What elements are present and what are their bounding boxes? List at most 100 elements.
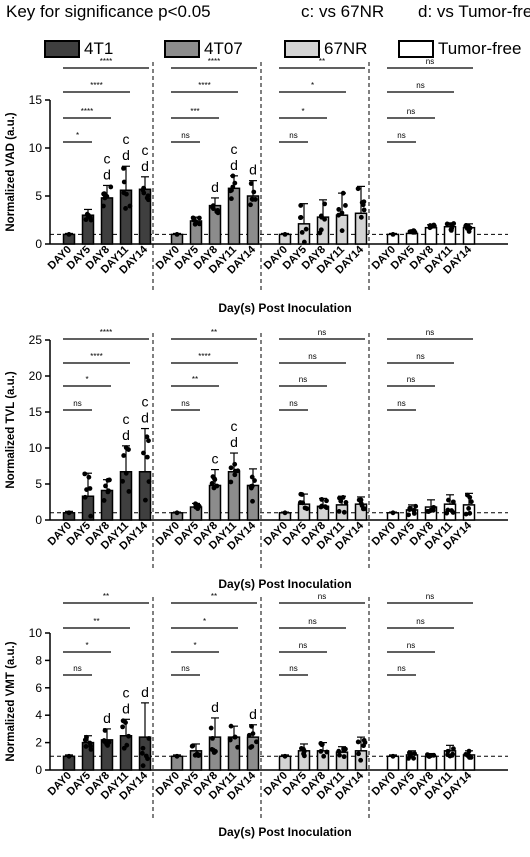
y-tick-label: 0: [35, 513, 42, 527]
data-point: [252, 478, 257, 483]
significance-label: ns: [426, 328, 434, 337]
data-point: [146, 479, 152, 485]
data-point: [82, 471, 88, 477]
bar-4t07-day11: [227, 471, 241, 521]
data-point: [228, 465, 234, 471]
significance-label: ****: [100, 57, 112, 66]
legend-key-title: Key for significance p<0.05: [6, 2, 211, 21]
significance-label: **: [211, 592, 217, 601]
data-point: [193, 504, 199, 510]
data-point: [356, 751, 361, 757]
significance-label: ****: [81, 107, 93, 116]
data-point: [126, 733, 132, 739]
data-point: [209, 481, 215, 486]
data-point: [254, 739, 259, 745]
data-point: [66, 753, 72, 759]
bar-4t1-day11: [119, 189, 133, 245]
data-point: [232, 180, 238, 186]
data-point: [324, 749, 330, 755]
data-point: [228, 196, 234, 202]
significance-label: ns: [73, 399, 81, 408]
data-point: [101, 738, 107, 743]
legend-d-note: d: vs Tumor-free: [418, 2, 530, 21]
data-point: [139, 750, 145, 756]
data-point: [301, 239, 307, 245]
data-point: [322, 216, 327, 222]
data-point: [86, 474, 92, 480]
data-point: [467, 510, 473, 516]
data-point: [339, 228, 345, 234]
data-point: [445, 752, 451, 758]
legend-swatch-67nr: [284, 40, 320, 58]
y-axis-label: Normalized TVL (a.u.): [5, 371, 17, 489]
significance-label: ns: [407, 107, 415, 116]
data-point: [101, 203, 106, 209]
data-point: [359, 503, 365, 509]
significance-letter: d: [249, 706, 257, 722]
significance-letter: d: [249, 162, 257, 178]
significance-label: ****: [90, 81, 102, 90]
significance-label: ns: [181, 131, 189, 140]
data-point: [319, 497, 325, 502]
data-point: [120, 724, 126, 730]
significance-letter: d: [211, 179, 219, 195]
bar-tumor-free-day8: [424, 226, 438, 245]
data-point: [299, 746, 304, 751]
data-point: [105, 489, 111, 495]
significance-letter: c: [123, 411, 130, 427]
y-tick-label: 4: [35, 708, 42, 722]
data-point: [228, 479, 234, 485]
legend-label-4t1: 4T1: [84, 39, 114, 58]
data-point: [303, 226, 309, 232]
significance-label: *: [193, 641, 196, 650]
data-point: [227, 737, 233, 743]
data-point: [412, 229, 418, 235]
data-point: [426, 509, 432, 515]
significance-label: ns: [299, 375, 307, 384]
data-point: [174, 232, 180, 237]
data-point: [321, 753, 327, 759]
data-point: [232, 734, 238, 740]
significance-label: **: [211, 328, 217, 337]
significance-label: ****: [198, 352, 210, 361]
y-tick-label: 5: [35, 189, 42, 203]
data-point: [104, 194, 110, 199]
significance-label: ns: [426, 592, 434, 601]
data-point: [340, 495, 346, 500]
data-point: [88, 747, 94, 752]
data-point: [356, 497, 362, 503]
y-tick-label: 15: [29, 405, 43, 419]
data-point: [337, 752, 342, 758]
data-point: [124, 742, 130, 748]
data-point: [282, 232, 288, 237]
data-point: [66, 510, 72, 516]
data-point: [105, 477, 111, 483]
significance-label: ***: [190, 107, 199, 116]
data-point: [468, 499, 474, 505]
data-point: [411, 511, 417, 516]
data-point: [343, 746, 348, 752]
significance-letter: d: [103, 166, 111, 182]
y-tick-label: 2: [35, 736, 42, 750]
data-point: [466, 748, 472, 754]
data-point: [121, 179, 127, 185]
data-point: [209, 747, 215, 752]
data-point: [406, 512, 411, 518]
significance-label: *: [85, 641, 88, 650]
data-point: [120, 718, 126, 724]
data-point: [300, 500, 306, 506]
significance-letter: d: [230, 157, 238, 173]
data-point: [250, 498, 255, 504]
significance-letter: c: [142, 142, 149, 158]
data-point: [448, 227, 454, 233]
significance-label: *: [203, 617, 206, 626]
data-point: [145, 756, 150, 762]
significance-label: ns: [416, 617, 424, 626]
data-point: [227, 188, 233, 194]
data-point: [249, 723, 254, 729]
data-point: [250, 731, 256, 737]
data-point: [355, 186, 361, 192]
data-point: [324, 505, 330, 511]
data-point: [407, 229, 413, 235]
